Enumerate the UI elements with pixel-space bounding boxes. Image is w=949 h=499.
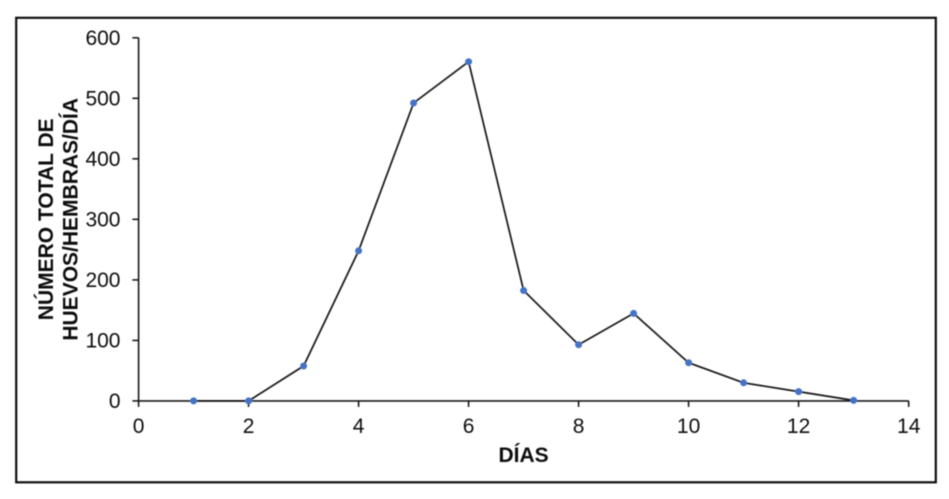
svg-text:0: 0 <box>109 390 121 413</box>
svg-text:HUEVOS/HEMBRAS/DÍA: HUEVOS/HEMBRAS/DÍA <box>60 98 83 341</box>
svg-text:300: 300 <box>85 209 120 232</box>
svg-text:4: 4 <box>353 415 365 438</box>
svg-text:10: 10 <box>677 415 700 438</box>
svg-text:NÚMERO TOTAL DE: NÚMERO TOTAL DE <box>34 118 58 320</box>
svg-text:600: 600 <box>85 27 120 50</box>
svg-text:2: 2 <box>243 415 255 438</box>
svg-text:8: 8 <box>573 415 585 438</box>
svg-text:100: 100 <box>85 330 120 353</box>
svg-text:400: 400 <box>85 148 120 171</box>
svg-text:500: 500 <box>85 88 120 111</box>
svg-text:6: 6 <box>463 415 475 438</box>
svg-text:0: 0 <box>133 415 145 438</box>
svg-text:14: 14 <box>897 415 921 438</box>
svg-text:200: 200 <box>85 269 120 292</box>
svg-text:12: 12 <box>787 415 810 438</box>
svg-text:DÍAS: DÍAS <box>499 444 549 467</box>
